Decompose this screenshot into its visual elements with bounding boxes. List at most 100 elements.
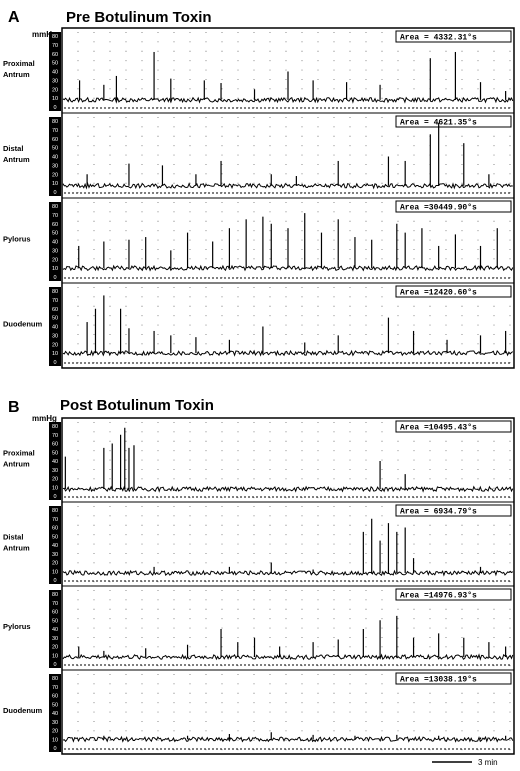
- ta3-channel-label: Pylorus: [3, 235, 31, 244]
- ta1-y-axis-block: [49, 32, 61, 111]
- tb2-channel-label: Antrum: [3, 544, 30, 553]
- tb3-y-tick-label: 20: [52, 645, 58, 651]
- ta1-area-box: [395, 30, 512, 43]
- ta1-y-tick-label: 70: [52, 43, 58, 49]
- tb2-y-tick-label: 40: [52, 543, 58, 549]
- tb3-area-label: Area =14976.93°s: [400, 592, 477, 601]
- tb3-y-tick-label: 60: [52, 610, 58, 616]
- ta4-y-tick-label: 80: [52, 289, 58, 295]
- ta4-y-tick-label: 10: [52, 351, 58, 357]
- tb4-y-tick-label: 60: [52, 694, 58, 700]
- tb3-y-tick-label: 10: [52, 653, 58, 659]
- ta4-y-tick-label: 20: [52, 342, 58, 348]
- tb3-y-tick-label: 40: [52, 627, 58, 633]
- tb1-y-tick-label: 0: [53, 494, 56, 500]
- ta4-y-tick-label: 60: [52, 307, 58, 313]
- ta4-area-label: Area =12420.60°s: [400, 289, 477, 298]
- tb4-y-axis-block: [49, 674, 61, 752]
- ta4-area-box: [395, 285, 512, 298]
- ta2-y-tick-label: 50: [52, 146, 58, 152]
- tb4-channel-label: Duodenum: [3, 706, 42, 715]
- tb1-y-tick-label: 10: [52, 485, 58, 491]
- ta1-y-tick-label: 30: [52, 78, 58, 84]
- tb4-baseline-trace: [62, 735, 514, 743]
- ta2-y-tick-label: 40: [52, 155, 58, 161]
- tb3-y-tick-label: 30: [52, 636, 58, 642]
- ta3-y-tick-label: 20: [52, 257, 58, 263]
- ta1-y-tick-label: 60: [52, 52, 58, 58]
- ta2-y-tick-label: 70: [52, 128, 58, 134]
- tb3-baseline-trace: [62, 653, 514, 661]
- tb4-y-tick-label: 20: [52, 729, 58, 735]
- tb3-area-box: [395, 588, 512, 601]
- ta2-y-axis-block: [49, 117, 61, 196]
- ta4-y-tick-label: 0: [53, 360, 56, 366]
- ta1-area-label: Area = 4332.31°s: [400, 34, 477, 43]
- ta3-y-tick-label: 60: [52, 222, 58, 228]
- time-scale-label: 3 min: [478, 758, 498, 767]
- tb2-y-tick-label: 70: [52, 517, 58, 523]
- ta2-y-tick-label: 30: [52, 163, 58, 169]
- tb1-y-tick-label: 20: [52, 477, 58, 483]
- ta1-channel-label: Antrum: [3, 70, 30, 79]
- ta1-y-tick-label: 40: [52, 70, 58, 76]
- tb1-y-tick-label: 60: [52, 442, 58, 448]
- ta1-baseline-trace: [62, 96, 514, 104]
- ta2-y-tick-label: 80: [52, 119, 58, 125]
- ta1-y-tick-label: 50: [52, 61, 58, 67]
- tb4-y-tick-label: 10: [52, 737, 58, 743]
- tb2-y-tick-label: 30: [52, 552, 58, 558]
- tb2-y-tick-label: 0: [53, 578, 56, 584]
- tb4-y-tick-label: 70: [52, 685, 58, 691]
- tb3-y-tick-label: 50: [52, 618, 58, 624]
- ta3-y-tick-label: 80: [52, 204, 58, 210]
- tb4-y-tick-label: 50: [52, 702, 58, 708]
- ta2-baseline-trace: [62, 181, 513, 190]
- tb2-area-box: [395, 504, 512, 517]
- ta4-y-tick-label: 70: [52, 298, 58, 304]
- ta2-y-tick-label: 20: [52, 172, 58, 178]
- ta3-area-box: [395, 200, 512, 213]
- tb2-y-axis-block: [49, 506, 61, 584]
- tb2-y-tick-label: 20: [52, 561, 58, 567]
- ta1-y-tick-label: 20: [52, 87, 58, 93]
- tb4-y-tick-label: 30: [52, 720, 58, 726]
- panel-a-traces: 80 70 60 50 40 30 20 10 0 Proximal Antrum Area = 43…: [3, 30, 514, 366]
- panel-b-title: Post Botulinum Toxin: [60, 397, 214, 414]
- ta3-y-tick-label: 0: [53, 275, 56, 281]
- ta3-area-label: Area =30449.90°s: [400, 204, 477, 213]
- tb1-y-tick-label: 50: [52, 450, 58, 456]
- ta4-baseline-trace: [62, 349, 514, 357]
- ta2-y-tick-label: 10: [52, 181, 58, 187]
- ta2-channel-label: Distal: [3, 144, 23, 153]
- tb2-channel-label: Distal: [3, 533, 23, 542]
- ta4-y-tick-label: 40: [52, 325, 58, 331]
- panel-a-letter: A: [8, 9, 20, 26]
- ta2-y-tick-label: 0: [53, 190, 56, 196]
- ta1-y-tick-label: 80: [52, 34, 58, 40]
- tb2-area-label: Area = 6934.79°s: [400, 508, 477, 517]
- tb1-channel-label: Antrum: [3, 460, 30, 469]
- ta1-channel-label: Proximal: [3, 59, 35, 68]
- panel-b-unit: mmHg: [32, 414, 57, 423]
- ta4-channel-label: Duodenum: [3, 320, 42, 329]
- ta4-y-axis-block: [49, 287, 61, 366]
- tb3-y-tick-label: 0: [53, 662, 56, 668]
- ta4-y-tick-label: 50: [52, 316, 58, 322]
- tb2-y-tick-label: 10: [52, 569, 58, 575]
- tb1-channel-label: Proximal: [3, 449, 35, 458]
- tb1-y-tick-label: 70: [52, 433, 58, 439]
- tb1-baseline-trace: [62, 485, 514, 493]
- ta3-y-tick-label: 50: [52, 231, 58, 237]
- tb1-area-label: Area =10495.43°s: [400, 424, 477, 433]
- tb1-area-box: [395, 420, 512, 433]
- ta2-channel-label: Antrum: [3, 155, 30, 164]
- tb3-y-tick-label: 70: [52, 601, 58, 607]
- tb2-baseline-trace: [62, 569, 514, 577]
- panel-b-letter: B: [8, 399, 20, 416]
- tb4-y-tick-label: 0: [53, 746, 56, 752]
- panel-a-unit: mmHg: [32, 30, 57, 39]
- tb2-y-tick-label: 50: [52, 534, 58, 540]
